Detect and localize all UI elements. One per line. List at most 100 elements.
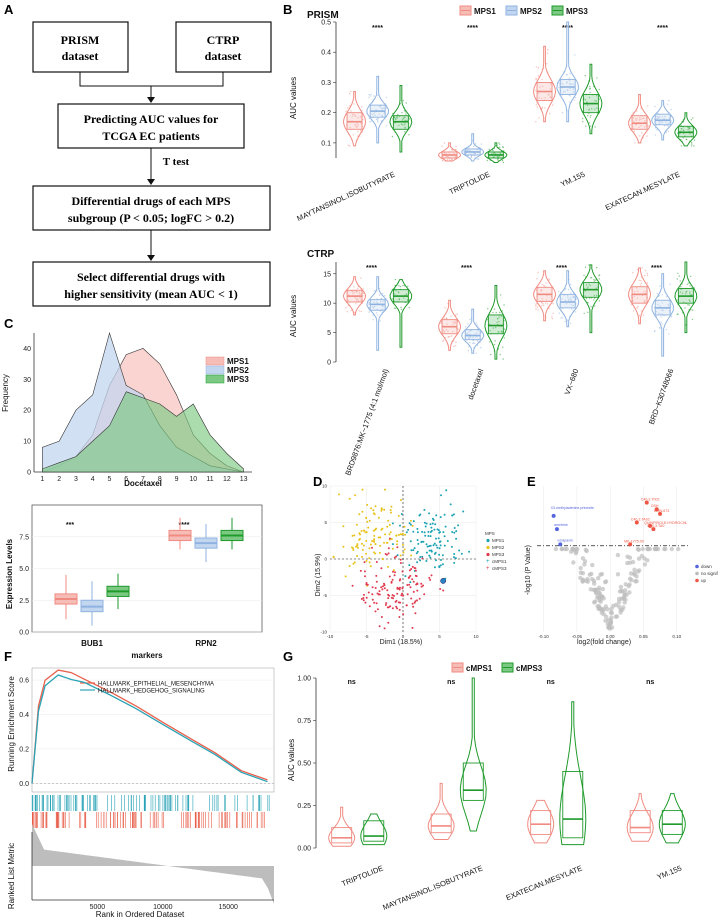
pca-point-mps2	[352, 547, 354, 550]
pca-point-mps2	[401, 533, 403, 536]
pca-y-tick-label: -5	[323, 593, 327, 598]
pca-point-mps3	[412, 605, 415, 608]
pca-point-mps3	[439, 588, 442, 590]
volcano-point-nonsig	[640, 546, 645, 552]
prism-violin-mps1	[437, 142, 462, 162]
pca-point-mps2	[351, 534, 354, 537]
volcano-point-nonsig	[627, 555, 633, 560]
prism-jitter-point	[535, 77, 537, 80]
prism-jitter-point	[594, 100, 596, 102]
volcano-point-nonsig	[625, 560, 630, 566]
prism-jitter-point	[397, 114, 399, 116]
volcano-point-nonsig	[636, 556, 642, 561]
ctrp-jitter-point	[659, 285, 661, 287]
pca-point-mps2	[362, 529, 365, 532]
prism-jitter-point	[664, 115, 666, 118]
volcano-point-nonsig	[592, 600, 597, 605]
pca-point-mps3	[395, 555, 398, 558]
cmps-legend-label-cmps1: cMPS1	[466, 664, 493, 673]
volcano-point-nonsig	[669, 546, 674, 552]
prism-jitter-point	[568, 77, 570, 79]
pca-point-mps3	[413, 601, 416, 604]
pca-point-mps1	[428, 554, 431, 557]
pca-point-mps3	[365, 596, 368, 599]
ctrp-jitter-point	[360, 310, 362, 313]
volcano-point-nonsig	[618, 610, 623, 615]
pca-point-mps1	[408, 522, 411, 525]
volcano-point-up	[644, 500, 649, 505]
prism-violin-mps3	[579, 63, 603, 135]
cmps-violin-cmps3	[459, 677, 487, 832]
volcano-point-nonsig	[676, 546, 681, 552]
pca-legend-marker-mps2	[486, 545, 490, 550]
ctrp-box-mps2	[559, 293, 576, 309]
ctrp-y-tick-label: 5	[327, 330, 331, 337]
pca-point-mps1	[424, 525, 427, 528]
prism-jitter-point	[547, 49, 549, 51]
pca-point-mps2	[356, 543, 359, 546]
pca-point-mps1	[416, 527, 419, 530]
volcano-point-nonsig	[615, 572, 621, 577]
volcano-point-nonsig	[578, 570, 583, 575]
ctrp-jitter-point	[447, 330, 449, 332]
pca-point-mps3	[410, 597, 413, 600]
ctrp-jitter-point	[660, 316, 662, 318]
prism-jitter-point	[345, 110, 347, 113]
pca-point-mps2	[381, 558, 384, 561]
pca-point-mps1	[453, 553, 456, 555]
ctrp-jitter-point	[452, 330, 454, 333]
density-legend-label-mps3: MPS3	[227, 375, 249, 384]
volcano-point-nonsig	[570, 546, 575, 552]
ctrp-jitter-point	[360, 277, 362, 279]
volcano-point-nonsig	[633, 579, 638, 584]
pca-point-mps3	[416, 589, 419, 592]
ctrp-jitter-point	[633, 295, 636, 297]
ctrp-jitter-point	[372, 307, 375, 309]
prism-jitter-point	[691, 143, 693, 145]
ctrp-jitter-point	[595, 294, 598, 297]
prism-jitter-point	[564, 90, 566, 93]
pca-point-mps1	[440, 494, 442, 497]
prism-jitter-point	[595, 95, 598, 97]
pca-point-mps2	[374, 505, 377, 508]
volcano-point-nonsig	[599, 606, 604, 612]
prism-jitter-point	[377, 121, 379, 123]
pca-point-mps1	[425, 543, 428, 546]
pca-point-mps3	[351, 584, 354, 587]
pca-point-mps3	[394, 571, 396, 574]
ctrp-jitter-point	[689, 300, 691, 302]
pca-point-mps3	[387, 597, 390, 600]
pca-point-mps3	[401, 586, 404, 589]
prism-jitter-point	[497, 159, 499, 161]
cmps-legend: cMPS1 cMPS3	[451, 662, 543, 673]
ctrp-jitter-point	[398, 298, 401, 301]
prism-jitter-point	[689, 133, 691, 135]
pca-point-mps3	[396, 592, 399, 595]
prism-jitter-point	[368, 117, 371, 120]
ctrp-jitter-point	[689, 291, 691, 293]
ctrp-jitter-point	[407, 285, 409, 288]
pca-point-mps1	[431, 522, 434, 525]
prism-jitter-point	[391, 135, 394, 138]
ctrp-jitter-point	[403, 297, 405, 299]
ctrp-jitter-point	[447, 336, 450, 338]
ctrp-violin-mps1	[438, 299, 461, 351]
ctrp-jitter-point	[444, 307, 446, 309]
pca-point-mps1	[446, 540, 449, 542]
ctrp-jitter-point	[564, 299, 567, 301]
pca-point-mps2	[356, 546, 359, 549]
ctrp-jitter-point	[659, 305, 661, 307]
pca-point-mps2	[402, 551, 405, 554]
pca-point-mps3	[371, 598, 374, 601]
ctrp-jitter-point	[489, 330, 491, 332]
prism-jitter-point	[588, 122, 591, 124]
ctrp-jitter-point	[466, 333, 468, 335]
prism-jitter-point	[549, 112, 551, 115]
ctrp-jitter-point	[552, 303, 554, 305]
cmps-y-tick-label: 0.75	[297, 718, 311, 725]
prism-jitter-point	[586, 104, 589, 107]
volcano-point-nonsig	[632, 571, 637, 576]
prism-jitter-point	[369, 121, 371, 123]
volcano-point-nonsig	[609, 606, 614, 611]
